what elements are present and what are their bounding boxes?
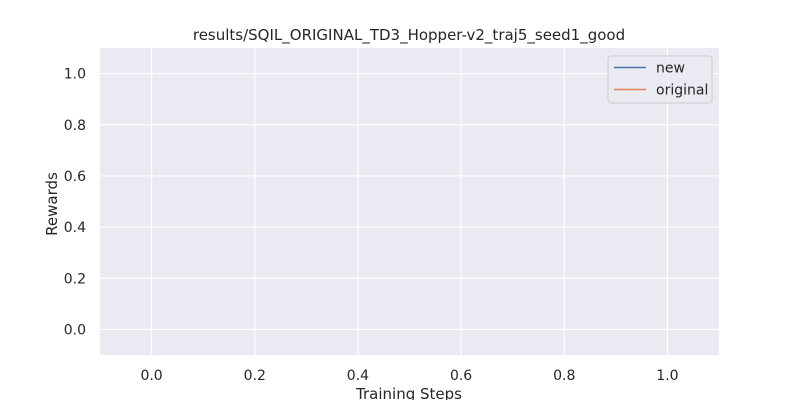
- x-tick-label: 0.2: [244, 368, 266, 384]
- y-tick-label: 0.6: [64, 169, 86, 185]
- x-tick-label: 0.6: [450, 368, 472, 384]
- y-tick-label: 0.8: [64, 118, 86, 134]
- y-tick-label: 0.4: [64, 220, 86, 236]
- x-axis-ticks: 0.0 0.2 0.4 0.6 0.8 1.0: [140, 368, 678, 384]
- legend-label-new: new: [656, 61, 685, 77]
- y-tick-label: 0.0: [64, 322, 86, 338]
- x-tick-label: 0.4: [347, 368, 369, 384]
- legend-label-original: original: [656, 83, 708, 99]
- y-tick-label: 1.0: [64, 67, 86, 83]
- x-tick-label: 0.8: [553, 368, 575, 384]
- x-axis-label: Training Steps: [355, 385, 462, 400]
- legend: new original: [607, 55, 713, 104]
- y-axis-ticks: 0.0 0.2 0.4 0.6 0.8 1.0: [64, 67, 86, 339]
- y-axis-label: Rewards: [43, 172, 61, 236]
- grid-lines: [100, 48, 719, 355]
- x-tick-label: 0.0: [140, 368, 162, 384]
- chart-title: results/SQIL_ORIGINAL_TD3_Hopper-v2_traj…: [193, 26, 625, 45]
- x-tick-label: 1.0: [656, 368, 678, 384]
- y-tick-label: 0.2: [64, 271, 86, 287]
